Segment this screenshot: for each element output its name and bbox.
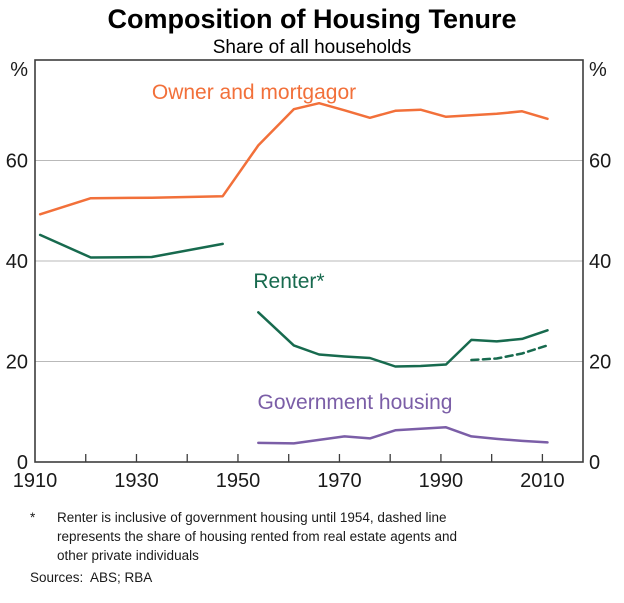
footnote: * Renter is inclusive of government hous…: [30, 508, 590, 565]
y-axis-label-right: 60: [589, 151, 611, 173]
series-line-1: [38, 233, 224, 259]
y-axis-label-right: 0: [589, 452, 600, 474]
sources-line: Sources: ABS; RBA: [30, 570, 153, 585]
y-axis-label-left: 40: [6, 251, 28, 273]
chart-title: Composition of Housing Tenure: [107, 4, 517, 34]
series-line-0: [38, 101, 549, 216]
y-axis-label-left: 20: [6, 352, 28, 374]
x-axis-label: 2010: [520, 470, 565, 492]
series-line-2: [257, 311, 549, 368]
x-axis-label: 1970: [317, 470, 362, 492]
chart-subtitle: Share of all households: [212, 37, 412, 58]
y-axis-label-right: 20: [589, 352, 611, 374]
x-axis-label: 1930: [114, 470, 159, 492]
y-axis-unit-left: %: [10, 59, 28, 81]
series-line-4: [257, 426, 549, 445]
series-annotation-1: Renter*: [253, 270, 324, 293]
y-axis-label-left: 60: [6, 151, 28, 173]
series-annotation-2: Government housing: [258, 391, 453, 414]
chart-canvas: 0 0 20 20 40 40 60 60% % 1910 1930 1950 1970 1990 2010…: [6, 59, 612, 492]
y-axis-unit-right: %: [589, 59, 607, 81]
x-axis-label: 1990: [419, 470, 464, 492]
y-axis-label-left: 0: [17, 452, 28, 474]
x-axis-label: 1950: [216, 470, 261, 492]
footnote-text: Renter is inclusive of government housin…: [57, 510, 457, 563]
series-annotation-0: Owner and mortgagor: [152, 81, 356, 104]
x-axis-label: 1910: [13, 470, 58, 492]
y-axis-label-right: 40: [589, 251, 611, 273]
plot-frame: [34, 59, 584, 463]
footnote-marker: *: [30, 510, 36, 525]
series-line-3: [470, 344, 549, 362]
